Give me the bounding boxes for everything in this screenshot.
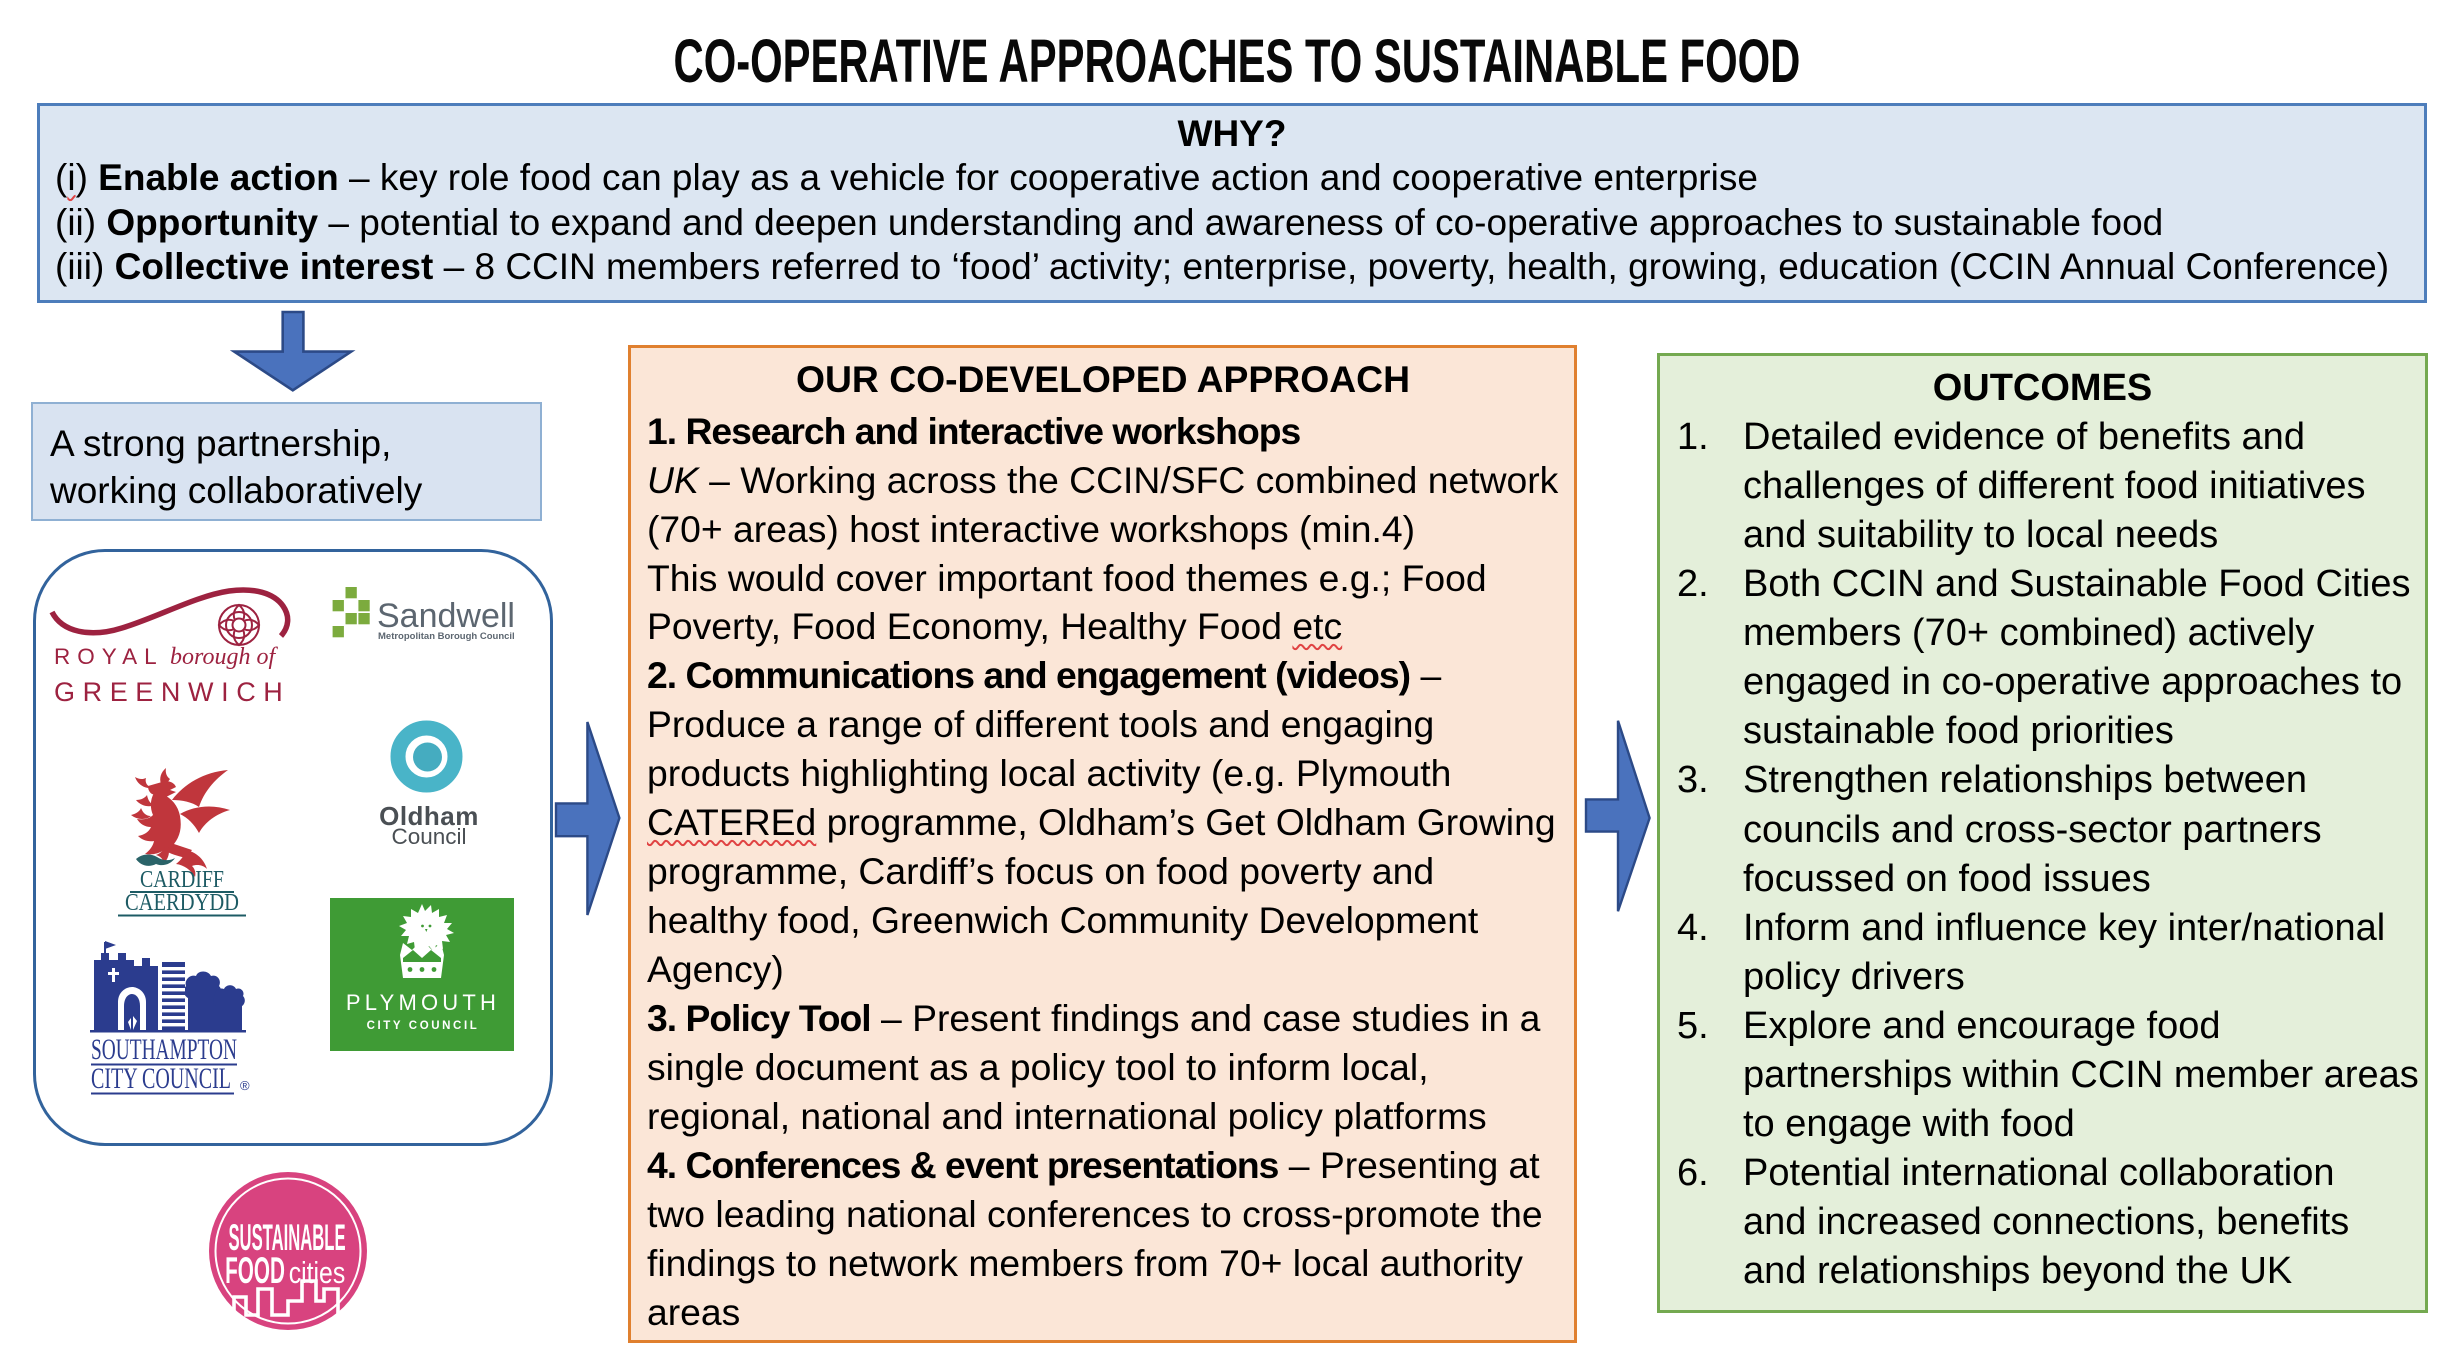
svg-text:®: ®: [240, 1078, 250, 1093]
svg-text:CITY COUNCIL: CITY COUNCIL: [91, 1062, 231, 1095]
svg-text:CITY COUNCIL: CITY COUNCIL: [367, 1020, 480, 1032]
svg-text:PLYMOUTH: PLYMOUTH: [346, 990, 500, 1015]
svg-text:CAERDYDD: CAERDYDD: [125, 889, 239, 916]
svg-text:borough of: borough of: [170, 644, 278, 670]
svg-text:ROYAL: ROYAL: [54, 644, 164, 669]
svg-text:Metropolitan Borough Council: Metropolitan Borough Council: [378, 631, 515, 642]
svg-text:SUSTAINABLE: SUSTAINABLE: [228, 1218, 345, 1259]
svg-text:GREENWICH: GREENWICH: [54, 677, 290, 707]
svg-text:FOOD: FOOD: [225, 1251, 285, 1292]
svg-text:CARDIFF: CARDIFF: [140, 866, 224, 893]
svg-text:SOUTHAMPTON: SOUTHAMPTON: [91, 1033, 237, 1066]
svg-text:Oldham: Oldham: [379, 801, 479, 831]
svg-text:Sandwell: Sandwell: [377, 597, 515, 635]
svg-text:Council: Council: [391, 824, 466, 849]
